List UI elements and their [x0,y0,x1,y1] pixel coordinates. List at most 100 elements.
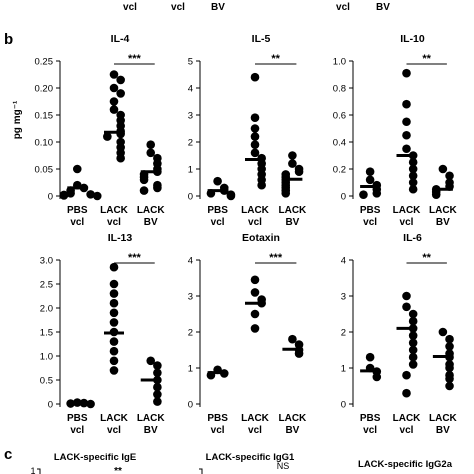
data-point [402,68,411,78]
y-tick-label: 3 [341,292,346,303]
x-category-label: PBS [67,413,88,424]
data-point [153,397,162,406]
y-tick-label: 1 [188,165,193,176]
data-point [288,151,297,160]
x-category-label: BV [144,425,158,436]
x-category-label: vcl [70,425,84,436]
x-category-label: vcl [248,217,262,228]
x-category-label: LACK [279,413,308,424]
data-point [408,352,418,362]
data-point [250,140,260,149]
y-tick-label: 1.5 [40,328,53,339]
top-strip-label: vcl [336,2,350,13]
data-point [408,309,418,319]
significance-label: *** [128,252,142,264]
y-tick-label: 3 [188,111,193,122]
data-point [445,334,454,344]
data-point [408,338,418,348]
top-strip-label: BV [376,2,390,13]
data-point [402,370,411,380]
y-tick-label: 2 [188,138,193,149]
panel-c-partial-axis [199,468,203,474]
panel-c-partial-tick: 1 [30,466,35,474]
y-tick-label: 0 [48,192,53,203]
data-point [288,334,297,344]
data-point [402,117,411,127]
y-tick-label: 4 [341,256,346,267]
y-tick-label: 0.20 [35,84,54,95]
data-point [109,318,119,327]
x-category-label: BV [436,425,450,436]
data-point [402,302,411,312]
chart-title: IL-4 [111,33,130,45]
data-point [139,186,149,195]
data-point [109,97,119,106]
data-point [250,132,260,141]
x-category-label: vcl [400,217,414,228]
data-point [250,275,260,285]
data-point [146,140,156,149]
data-point [281,189,291,198]
x-category-label: vcl [107,217,121,228]
y-tick-label: 2.0 [40,304,53,315]
y-tick-label: 1.0 [333,57,346,68]
y-tick-label: 1.0 [40,352,53,363]
y-tick-label: 0.05 [35,165,54,176]
data-point [153,183,162,193]
x-category-label: LACK [241,413,270,424]
x-category-label: LACK [137,205,166,216]
significance-label: ** [271,53,280,65]
data-point [438,164,448,174]
data-point [445,381,454,391]
y-tick-label: 2 [341,328,346,339]
x-category-label: vcl [211,425,225,436]
data-point [109,105,119,114]
data-point [372,189,382,198]
y-tick-label: 0 [341,400,346,411]
data-point [153,382,162,392]
x-category-label: LACK [393,205,422,216]
data-point [116,153,125,163]
panel-c-title-ige: LACK-specific IgE [54,452,136,463]
data-point [438,327,448,337]
data-point [294,167,304,176]
y-tick-label: 3.0 [40,256,53,267]
data-point [365,175,375,185]
data-point [109,83,119,93]
data-point [72,164,82,174]
x-category-label: PBS [360,205,381,216]
y-tick-label: 0 [188,400,193,411]
data-point [66,189,75,198]
x-category-label: vcl [400,425,414,436]
y-tick-label: 4 [188,256,193,267]
data-point [250,113,260,122]
panel-c-partial-ns: NS [277,461,290,471]
y-tick-label: 5 [188,57,193,68]
x-category-label: vcl [70,217,84,228]
panel-c-partial-axis [37,468,41,474]
x-category-label: LACK [241,205,270,216]
x-category-label: BV [285,217,299,228]
x-category-label: PBS [67,205,88,216]
data-point [402,291,411,301]
top-strip: vcl vcl BV vcl BV [123,2,390,13]
data-point [109,298,119,308]
y-tick-label: 0 [341,192,346,203]
data-point [402,130,411,140]
data-point [250,72,260,82]
x-category-label: LACK [393,413,422,424]
panel-c-title-igg1: LACK-specific IgG1 [206,452,295,463]
y-tick-label: 0 [188,192,193,203]
x-category-label: vcl [248,425,262,436]
data-point [402,144,411,154]
data-point [250,324,260,333]
chart-il-10: IL-1000.20.40.60.81.0PBSvclLACKvclLACKBV… [333,33,458,228]
data-point [257,180,266,190]
panel-c-label: c [4,446,12,463]
data-point [86,190,95,199]
y-tick-label: 0.8 [333,84,346,95]
data-point [86,399,95,409]
data-point [288,159,297,168]
